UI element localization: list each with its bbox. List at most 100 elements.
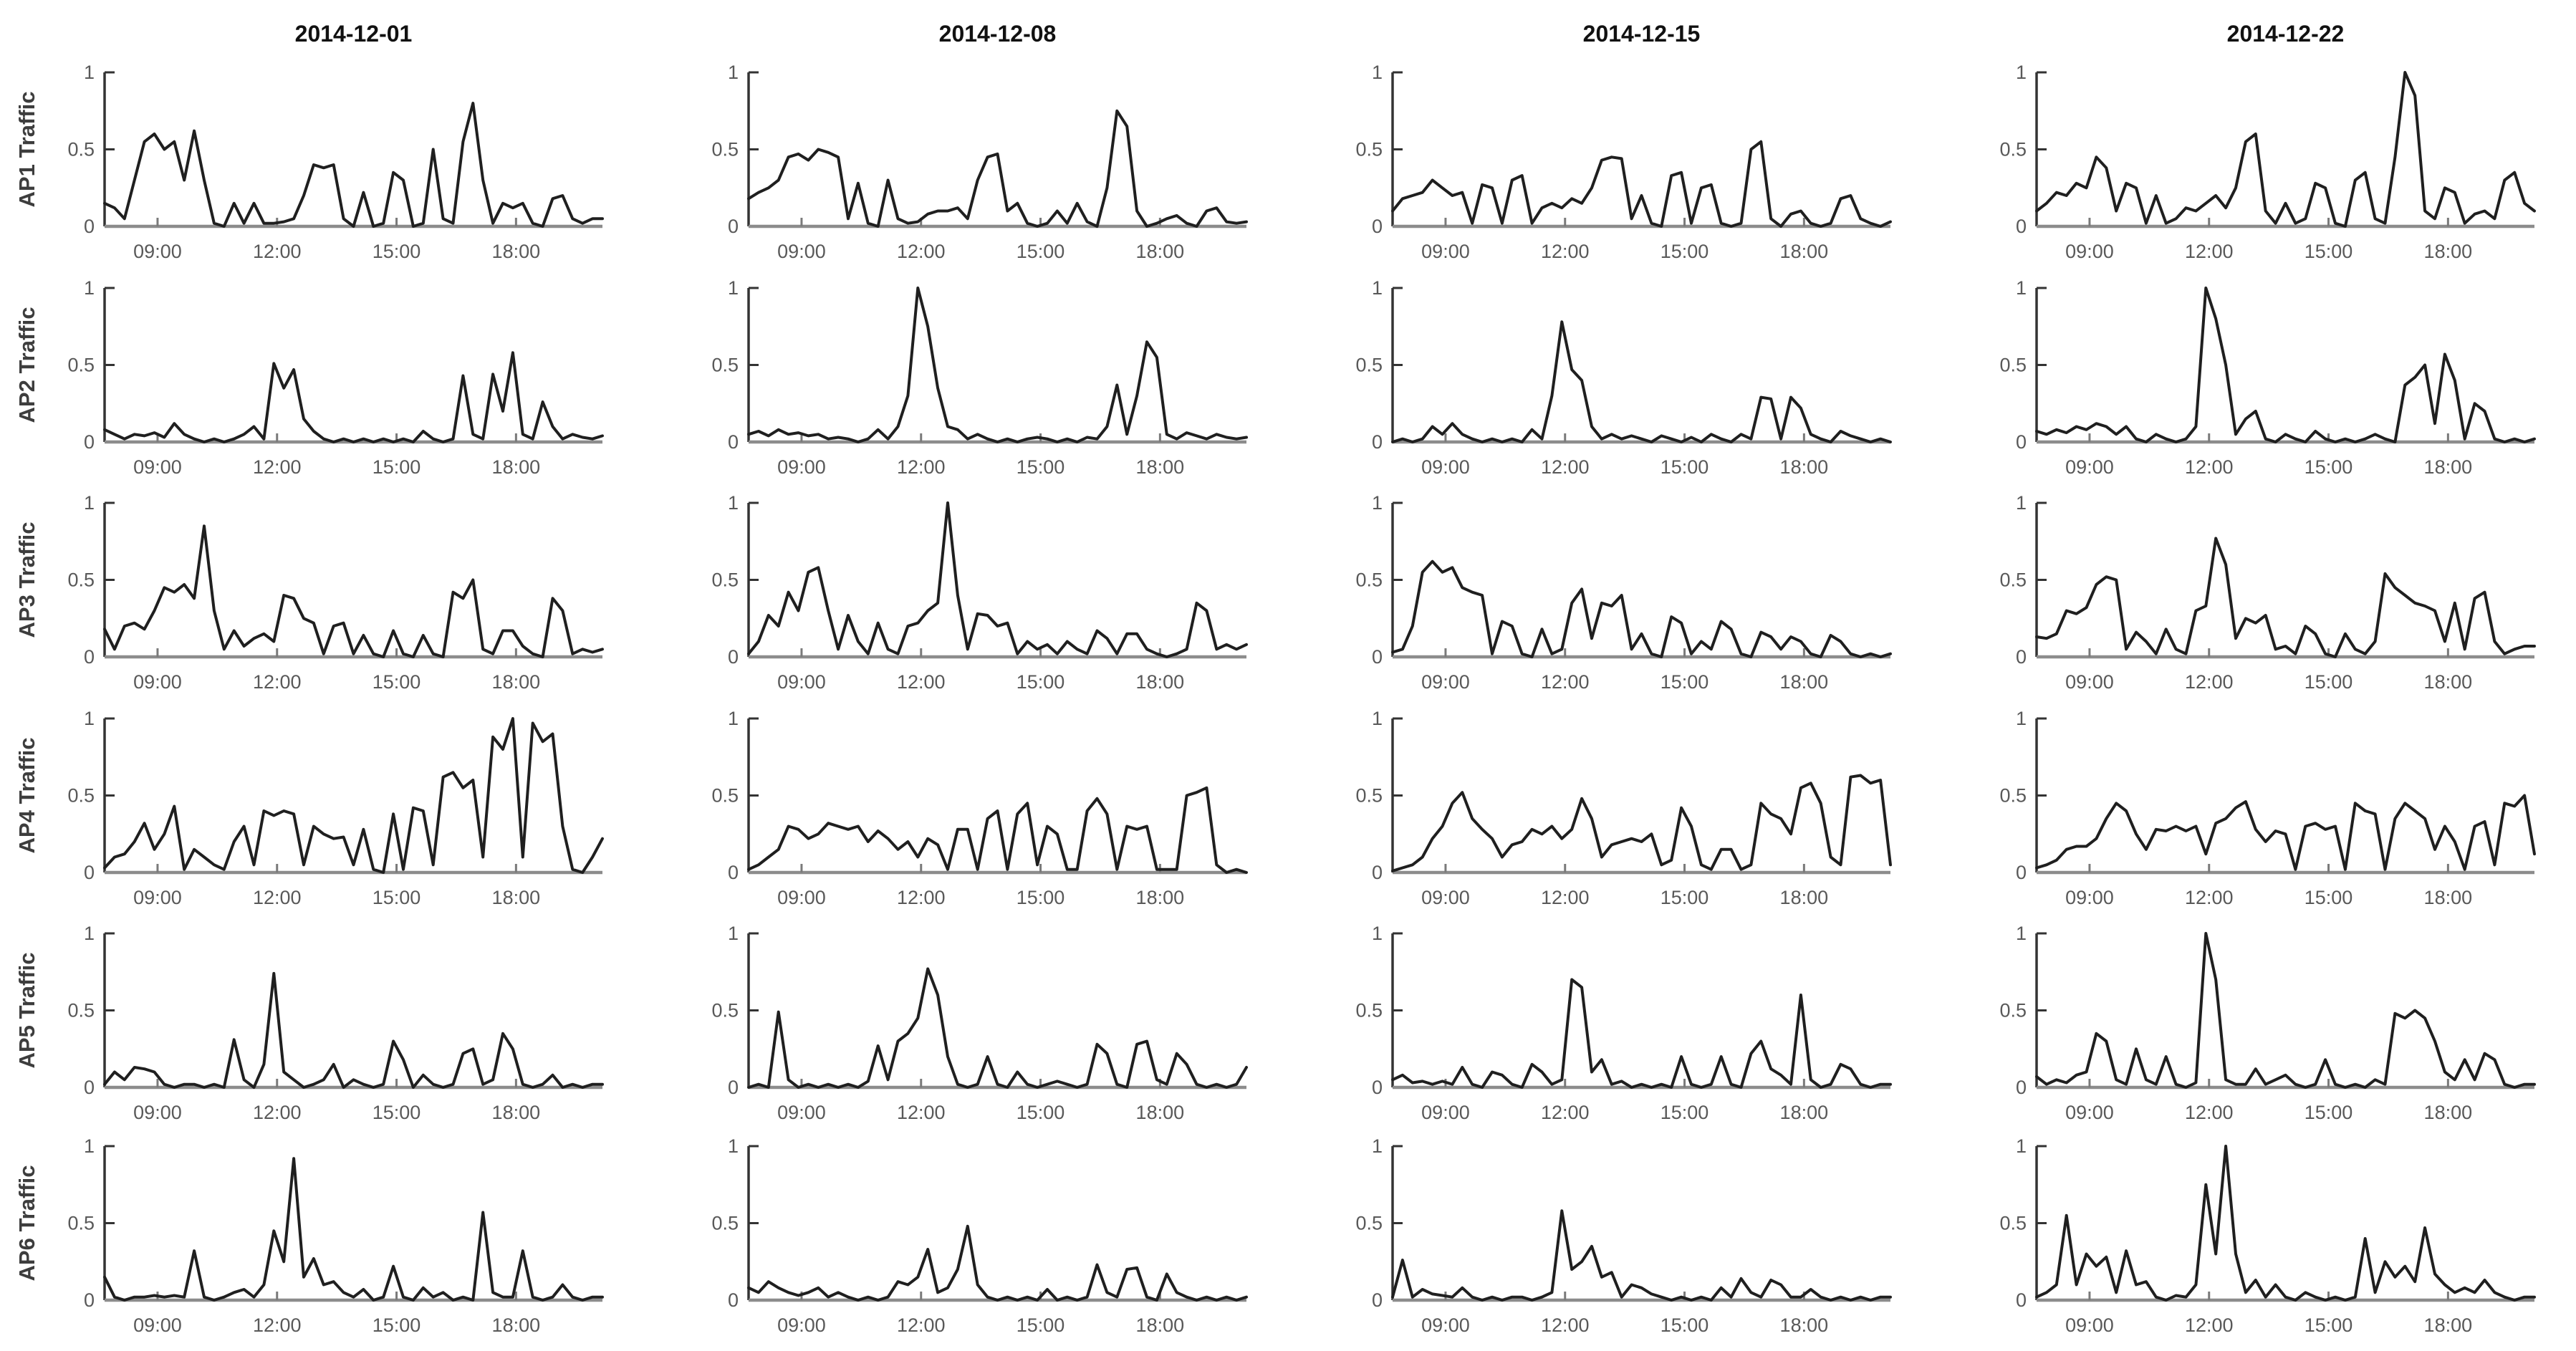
y-tick-label: 1 (1372, 492, 1383, 514)
x-tick-label: 18:00 (1780, 456, 1829, 478)
subplot-AP6-2014-12-08: 0 0.5 1 09:00 12:00 15:00 18:00 (711, 1135, 1248, 1336)
subplot-AP5-2014-12-08: 0 0.5 1 09:00 12:00 15:00 18:00 (711, 923, 1248, 1123)
y-tick-label: 1 (1372, 62, 1383, 83)
x-tick-label: 15:00 (1661, 887, 1709, 908)
y-tick-label: 0.5 (1355, 139, 1383, 160)
y-tick-label: 0 (84, 1077, 95, 1098)
y-tick-label: 0 (1372, 216, 1383, 237)
y-tick-label: 0.5 (1355, 785, 1383, 807)
traffic-line (2035, 932, 2536, 1089)
y-tick-label: 0.5 (67, 1213, 95, 1234)
x-tick-label: 18:00 (1136, 1314, 1185, 1336)
subplot-AP2-2014-12-08: 0 0.5 1 09:00 12:00 15:00 18:00 (711, 277, 1248, 478)
x-tick-label: 12:00 (2185, 671, 2234, 693)
x-tick-label: 18:00 (492, 456, 541, 478)
traffic-line (103, 351, 604, 443)
x-tick-label: 15:00 (2305, 241, 2353, 262)
x-tick-label: 12:00 (1541, 456, 1590, 478)
y-tick-label: 0.5 (1999, 1213, 2027, 1234)
x-tick-label: 12:00 (2185, 887, 2234, 908)
y-tick-label: 0 (728, 431, 739, 453)
x-tick-label: 15:00 (1661, 671, 1709, 693)
x-tick-label: 15:00 (373, 456, 421, 478)
x-tick-label: 12:00 (1541, 1314, 1590, 1336)
traffic-line (2035, 1145, 2536, 1302)
y-tick-label: 1 (728, 1135, 739, 1157)
row-axis-label: AP4 Traffic (14, 738, 39, 854)
x-tick-label: 18:00 (2424, 887, 2473, 908)
traffic-line (2035, 794, 2536, 871)
y-tick-label: 1 (728, 708, 739, 729)
x-tick-label: 15:00 (1661, 241, 1709, 262)
x-tick-label: 09:00 (1421, 887, 1470, 908)
y-tick-label: 1 (1372, 277, 1383, 299)
x-tick-label: 09:00 (777, 1102, 826, 1123)
subplot-AP1-2014-12-22: 2014-12-22 0 0.5 1 09:00 12:00 15:00 18:00 (1999, 21, 2536, 262)
x-tick-label: 09:00 (777, 1314, 826, 1336)
column-title: 2014-12-22 (2227, 21, 2345, 47)
traffic-line (2035, 71, 2536, 228)
y-tick-label: 0.5 (67, 569, 95, 591)
y-tick-label: 0 (728, 1077, 739, 1098)
y-tick-label: 1 (1372, 708, 1383, 729)
subplot-AP4-2014-12-01: AP4 Traffic 0 0.5 1 09:00 12:00 15:00 18:00 (14, 708, 604, 908)
y-tick-label: 0.5 (711, 569, 739, 591)
x-tick-label: 09:00 (777, 241, 826, 262)
x-tick-label: 09:00 (2065, 887, 2114, 908)
y-tick-label: 1 (728, 62, 739, 83)
subplot-AP3-2014-12-08: 0 0.5 1 09:00 12:00 15:00 18:00 (711, 492, 1248, 693)
x-tick-label: 12:00 (253, 887, 302, 908)
x-tick-label: 09:00 (133, 241, 182, 262)
traffic-line (1391, 559, 1892, 658)
x-tick-label: 12:00 (2185, 1314, 2234, 1336)
y-tick-label: 0.5 (1999, 139, 2027, 160)
y-tick-label: 0.5 (67, 139, 95, 160)
traffic-line (103, 971, 604, 1089)
subplot-AP5-2014-12-01: AP5 Traffic 0 0.5 1 09:00 12:00 15:00 18:00 (14, 923, 604, 1123)
subplot-AP3-2014-12-22: 0 0.5 1 09:00 12:00 15:00 18:00 (1999, 492, 2536, 693)
y-tick-label: 0.5 (711, 1000, 739, 1021)
row-axis-label: AP6 Traffic (14, 1165, 39, 1282)
x-tick-label: 09:00 (2065, 671, 2114, 693)
x-tick-label: 18:00 (492, 671, 541, 693)
x-tick-label: 15:00 (1661, 1102, 1709, 1123)
x-tick-label: 15:00 (1017, 671, 1065, 693)
x-tick-label: 09:00 (2065, 1102, 2114, 1123)
x-tick-label: 15:00 (2305, 456, 2353, 478)
x-tick-label: 15:00 (373, 241, 421, 262)
traffic-line (747, 967, 1248, 1089)
x-tick-label: 12:00 (253, 241, 302, 262)
x-tick-label: 18:00 (1136, 456, 1185, 478)
y-tick-label: 0 (728, 216, 739, 237)
y-tick-label: 0.5 (1355, 355, 1383, 376)
row-axis-label: AP2 Traffic (14, 307, 39, 423)
subplot-AP6-2014-12-22: 0 0.5 1 09:00 12:00 15:00 18:00 (1999, 1135, 2536, 1336)
y-tick-label: 0 (1372, 431, 1383, 453)
y-tick-label: 1 (84, 492, 95, 514)
traffic-line (1391, 1209, 1892, 1302)
y-tick-label: 0.5 (1355, 1000, 1383, 1021)
x-tick-label: 18:00 (1780, 1102, 1829, 1123)
x-tick-label: 18:00 (1136, 1102, 1185, 1123)
x-tick-label: 12:00 (897, 1102, 946, 1123)
x-tick-label: 09:00 (777, 456, 826, 478)
row-axis-label: AP1 Traffic (14, 92, 39, 208)
x-tick-label: 18:00 (2424, 1102, 2473, 1123)
y-tick-label: 0.5 (67, 785, 95, 807)
y-tick-label: 0.5 (1999, 355, 2027, 376)
column-title: 2014-12-08 (939, 21, 1057, 47)
traffic-line (747, 786, 1248, 874)
traffic-line (1391, 320, 1892, 443)
x-tick-label: 15:00 (2305, 1314, 2353, 1336)
x-tick-label: 18:00 (2424, 671, 2473, 693)
x-tick-label: 18:00 (2424, 1314, 2473, 1336)
x-tick-label: 09:00 (133, 887, 182, 908)
x-tick-label: 12:00 (897, 241, 946, 262)
x-tick-label: 15:00 (373, 671, 421, 693)
traffic-line (747, 501, 1248, 658)
x-tick-label: 12:00 (2185, 456, 2234, 478)
subplot-AP5-2014-12-22: 0 0.5 1 09:00 12:00 15:00 18:00 (1999, 923, 2536, 1123)
traffic-line (1391, 774, 1892, 872)
y-tick-label: 0 (728, 862, 739, 883)
x-tick-label: 09:00 (2065, 456, 2114, 478)
